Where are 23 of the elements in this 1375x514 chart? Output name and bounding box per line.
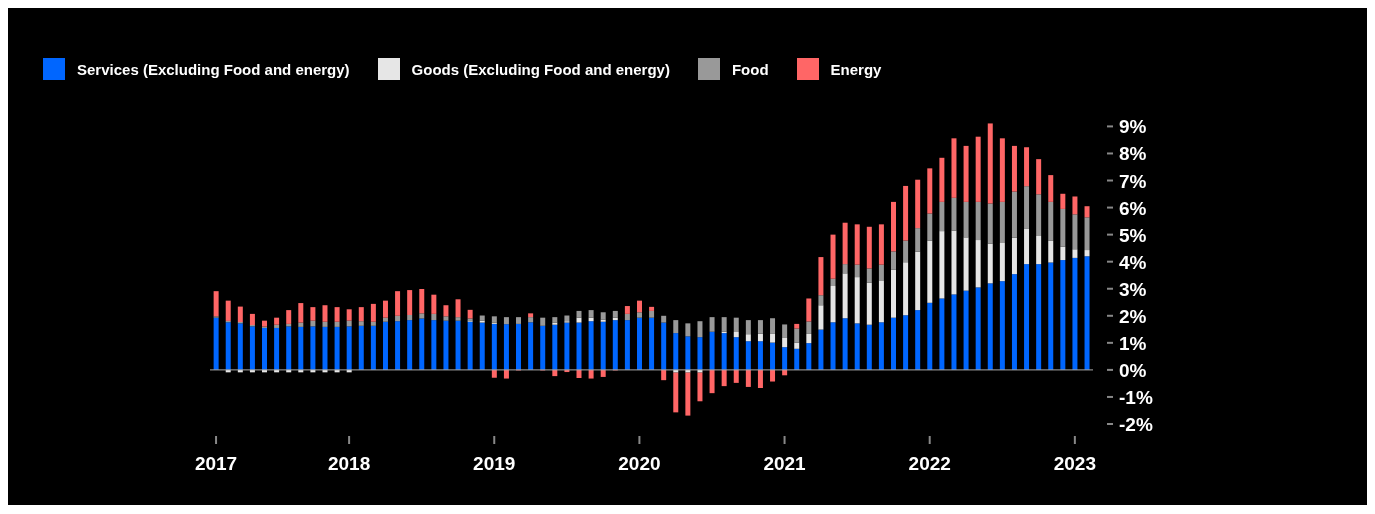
legend-label: Energy	[830, 60, 882, 78]
legend-label: Services (Excluding Food and energy)	[77, 60, 350, 78]
y-tick-label: 2%	[1119, 305, 1147, 327]
x-tick-label: 2023	[1053, 453, 1096, 474]
legend-label: Goods (Excluding Food and energy)	[411, 60, 670, 78]
x-tick-label: 2021	[763, 453, 807, 474]
legend-label: Food	[731, 60, 769, 78]
y-tick-label: 8%	[1119, 143, 1147, 165]
y-tick-label: 4%	[1119, 251, 1147, 273]
y-tick-label: 3%	[1119, 278, 1147, 300]
y-tick-label: -2%	[1119, 414, 1153, 435]
x-tick-label: 2020	[618, 453, 661, 474]
y-tick-label: 1%	[1119, 332, 1147, 354]
x-tick-label: 2018	[327, 453, 371, 474]
y-tick-label: 5%	[1119, 224, 1147, 246]
y-tick-label: 0%	[1119, 359, 1147, 381]
y-tick-label: -1%	[1119, 386, 1153, 408]
y-tick-label: 6%	[1119, 197, 1147, 219]
x-tick-label: 2022	[908, 453, 951, 474]
x-tick-label: 2017	[194, 453, 238, 474]
y-tick-label: 7%	[1119, 170, 1147, 192]
x-tick-label: 2019	[473, 453, 516, 474]
y-tick-label: 9%	[1119, 116, 1147, 138]
